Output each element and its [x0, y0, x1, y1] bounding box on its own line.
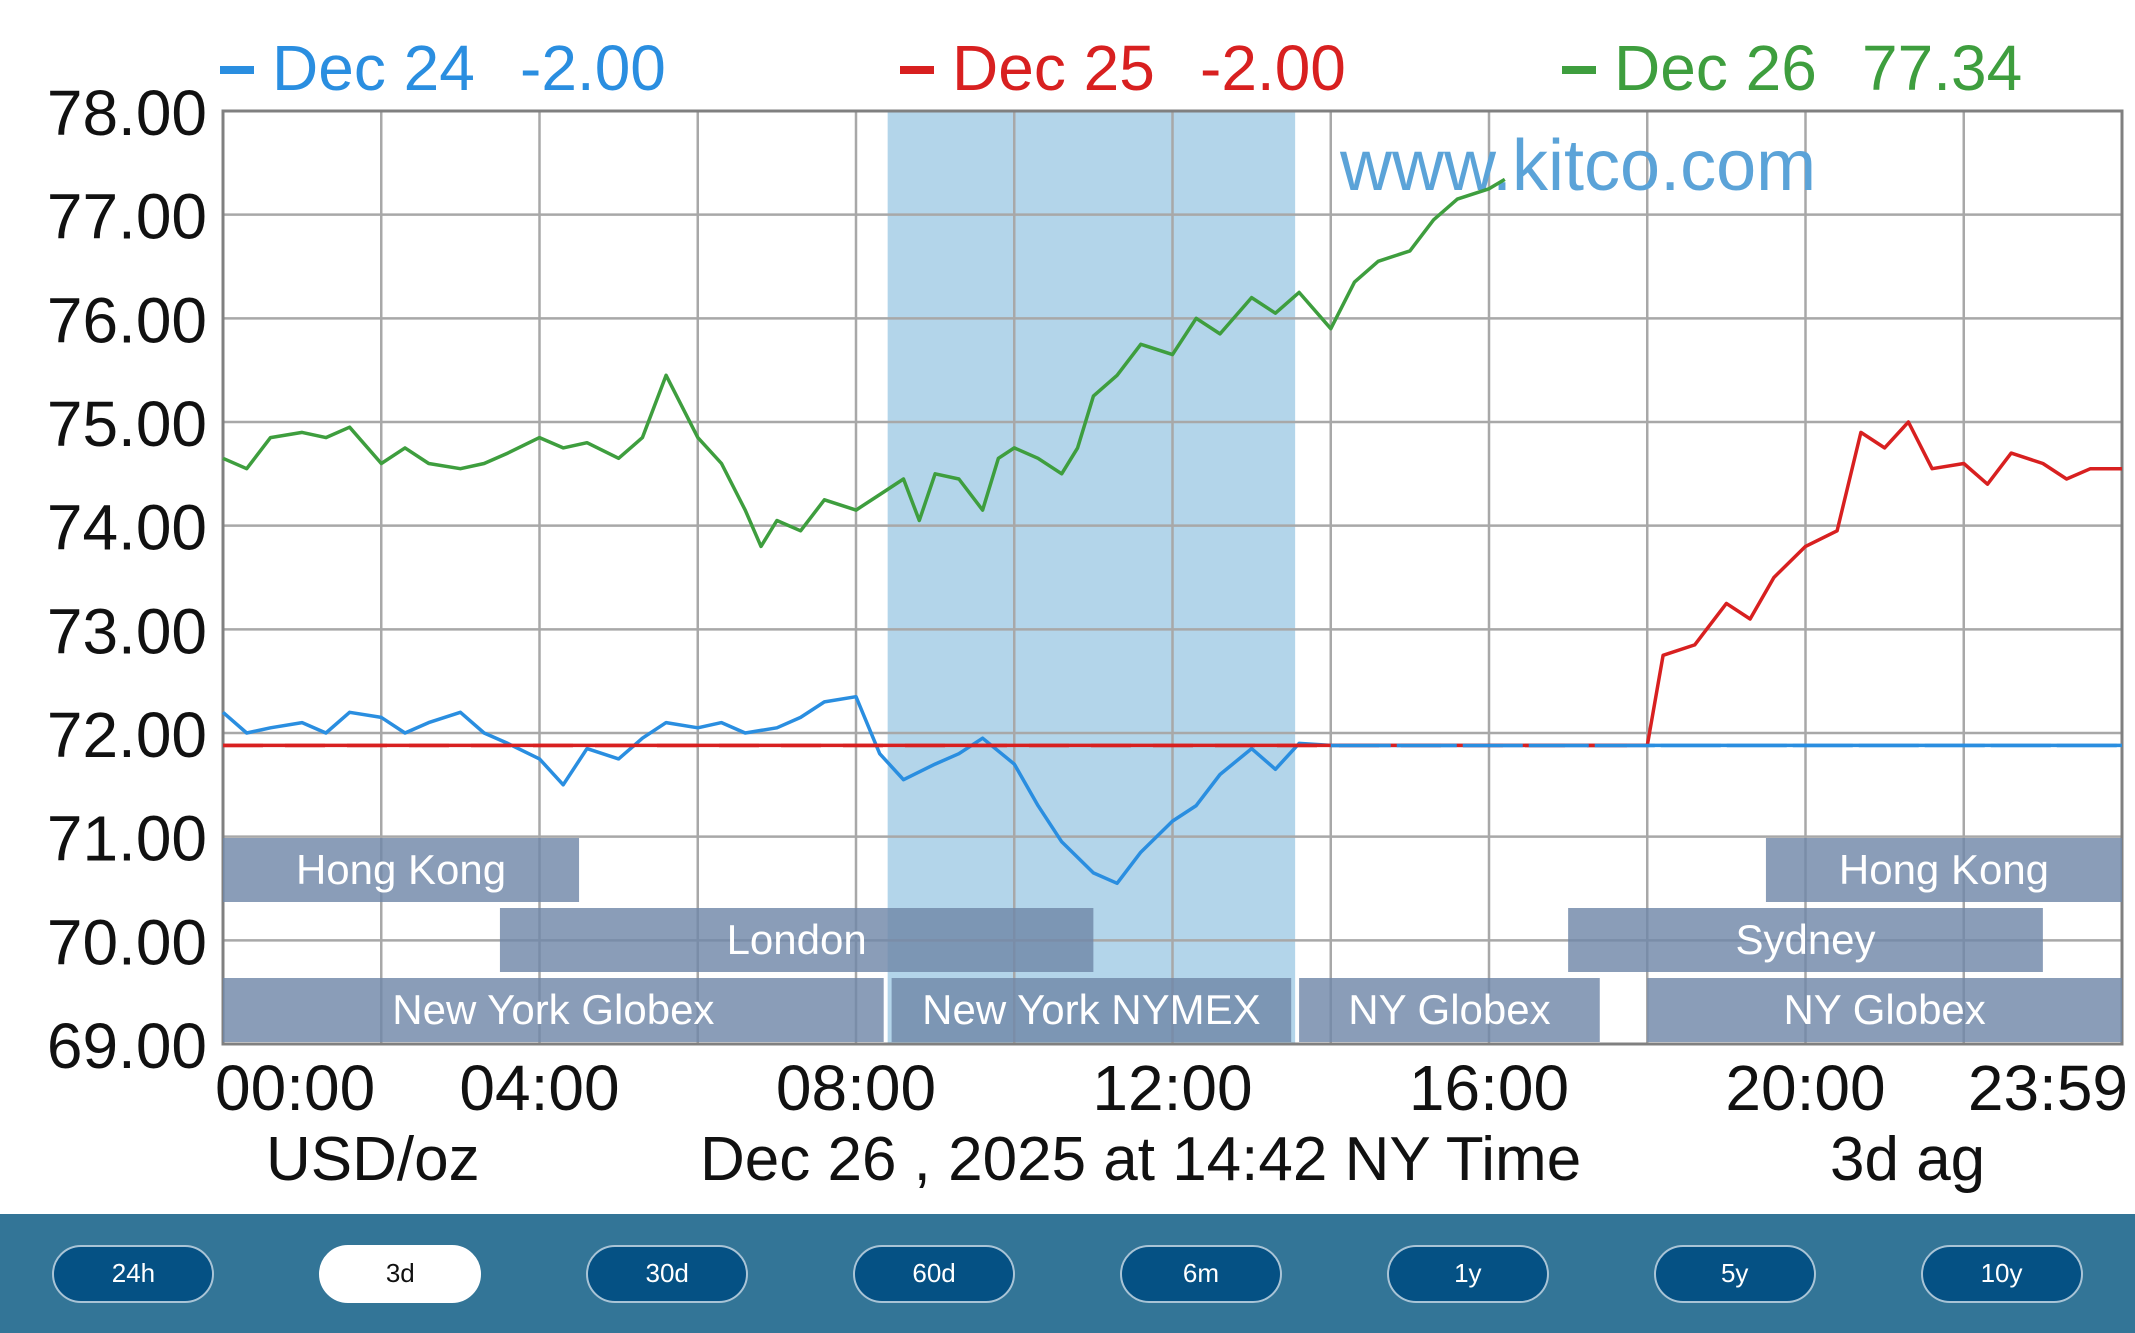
session-bar-label: Sydney: [1735, 916, 1875, 963]
session-bar-bg: [1299, 978, 1600, 1042]
range-button-30d[interactable]: 30d: [586, 1244, 749, 1303]
y-tick-label: 72.00: [47, 699, 207, 771]
session-bar-bg: [223, 978, 884, 1042]
range-button-24h[interactable]: 24h: [52, 1244, 215, 1303]
range-button-1y[interactable]: 1y: [1386, 1244, 1549, 1303]
legend-item-dec-25: Dec 25 -2.00: [900, 32, 1346, 104]
session-bar-label: New York Globex: [392, 986, 714, 1033]
y-tick-label: 71.00: [47, 803, 207, 875]
watermark: www.kitco.com: [1339, 126, 1816, 206]
x-tick-label: 00:00: [215, 1052, 375, 1124]
y-tick-label: 73.00: [47, 595, 207, 667]
x-tick-label: 20:00: [1725, 1052, 1885, 1124]
chart-grid: [223, 111, 2122, 1044]
session-bar-ny-globex: NY Globex: [1647, 978, 2122, 1042]
y-tick-label: 76.00: [47, 284, 207, 356]
range-button-5y[interactable]: 5y: [1653, 1244, 1816, 1303]
series-line-dec-24: [221, 694, 2122, 886]
legend-swatch: [220, 66, 254, 74]
legend-name: Dec 26: [1614, 32, 1817, 104]
session-bar-label: NY Globex: [1348, 986, 1550, 1033]
y-axis: 78.00 77.00 76.00 75.00 74.00 73.00 72.00 71.00…: [47, 77, 207, 1082]
range-button-10y[interactable]: 10y: [1920, 1244, 2083, 1303]
x-tick-label: 08:00: [776, 1052, 936, 1124]
y-tick-label: 70.00: [47, 906, 207, 978]
session-bar-london: London: [499, 908, 1094, 972]
x-tick-label: 12:00: [1092, 1052, 1252, 1124]
session-bar-bg: [1568, 908, 2043, 972]
y-tick-label: 74.00: [47, 492, 207, 564]
session-bar-hong-kong: Hong Kong: [1765, 838, 2122, 902]
range-label: 3d ag: [1830, 1125, 1985, 1194]
session-bar-new-york-globex: New York Globex: [223, 978, 884, 1042]
legend-item-dec-24: Dec 24 -2.00: [220, 32, 666, 104]
legend-value: -2.00: [520, 32, 666, 104]
series-lines: [221, 177, 2122, 886]
y-tick-label: 75.00: [47, 388, 207, 460]
legend-name: Dec 24: [272, 32, 475, 104]
legend-value: 77.34: [1862, 32, 2022, 104]
legend-item-dec-26: Dec 26 77.34: [1562, 32, 2022, 104]
legend-name: Dec 25: [952, 32, 1155, 104]
y-tick-label: 77.00: [47, 181, 207, 253]
series-line-dec-25: [223, 420, 2122, 748]
session-bar-bg: [891, 978, 1292, 1042]
range-button-3d[interactable]: 3d: [319, 1244, 482, 1303]
nymex-session-highlight: [887, 111, 1296, 1044]
date-label: Dec 26 , 2025 at 14:42 NY Time: [700, 1125, 1581, 1194]
session-bar-label: NY Globex: [1783, 986, 1985, 1033]
plot-frame: [221, 109, 2124, 1046]
x-tick-label: 23:59: [1968, 1052, 2128, 1124]
session-bar-ny-globex: NY Globex: [1299, 978, 1600, 1042]
session-bar-hong-kong: Hong Kong: [223, 838, 580, 902]
session-bar-sydney: Sydney: [1568, 908, 2043, 972]
session-bar-label: London: [727, 916, 867, 963]
session-bar-label: New York NYMEX: [922, 986, 1260, 1033]
trading-sessions: Hong Kong Hong Kong London Sydney New York G…: [223, 838, 2122, 1042]
session-bar-bg: [223, 838, 580, 902]
legend: Dec 24 -2.00 Dec 25 -2.00 Dec 26 77.34: [220, 32, 2022, 104]
session-bar-bg: [1647, 978, 2122, 1042]
gold-price-chart: www.kitco.com Hong Kong Hong Kong London Sy…: [47, 32, 2128, 1194]
session-bar-label: Hong Kong: [296, 846, 506, 893]
legend-swatch: [1562, 66, 1596, 74]
series-line-dec-26: [222, 177, 1506, 549]
legend-swatch: [900, 66, 934, 74]
x-tick-label: 16:00: [1409, 1052, 1569, 1124]
session-bar-label: Hong Kong: [1839, 846, 2049, 893]
x-axis: 00:00 04:00 08:00 12:00 16:00 20:00 23:59: [215, 1052, 2128, 1124]
range-button-60d[interactable]: 60d: [853, 1244, 1016, 1303]
range-button-6m[interactable]: 6m: [1119, 1244, 1282, 1303]
session-bar-new-york-nymex: New York NYMEX: [891, 978, 1292, 1042]
time-range-toolbar: 24h 3d 30d 60d 6m 1y 5y 10y: [0, 1214, 2135, 1333]
y-tick-label: 69.00: [47, 1010, 207, 1082]
y-tick-label: 78.00: [47, 77, 207, 149]
x-tick-label: 04:00: [459, 1052, 619, 1124]
session-bar-bg: [1765, 838, 2122, 902]
unit-label: USD/oz: [266, 1125, 480, 1194]
session-bar-bg: [499, 908, 1094, 972]
legend-value: -2.00: [1200, 32, 1346, 104]
